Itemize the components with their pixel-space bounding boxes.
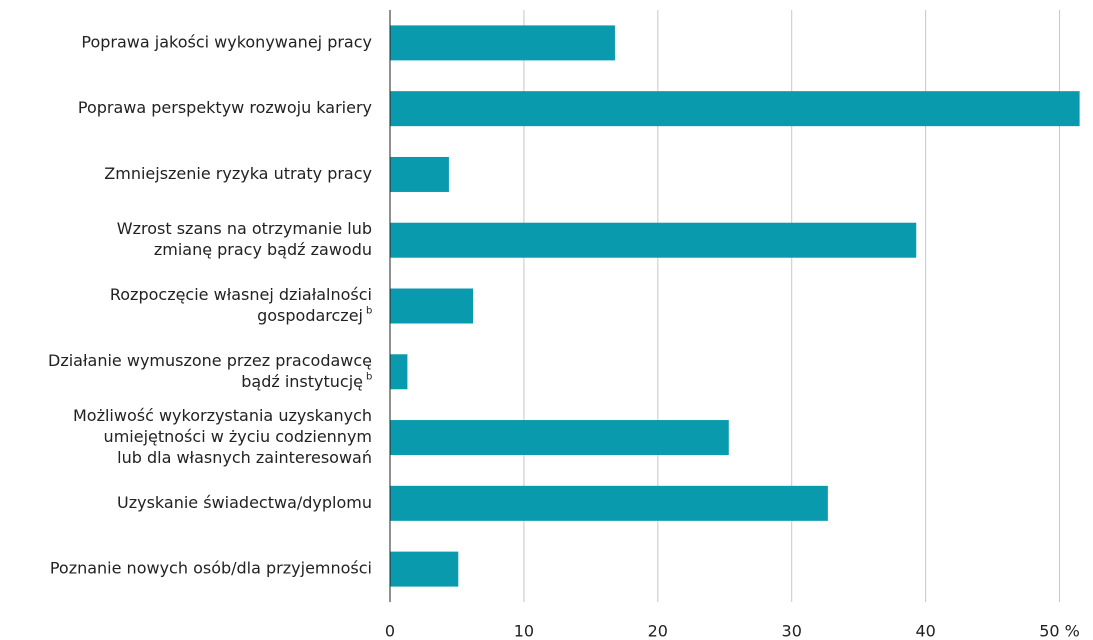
category-label: Poprawa perspektyw rozwoju kariery <box>78 98 372 117</box>
category-note: b <box>366 371 372 382</box>
category-label: Poznanie nowych osób/dla przyjemności <box>50 559 372 578</box>
category-label: Uzyskanie świadectwa/dyplomu <box>117 493 372 512</box>
category-label: umiejętności w życiu codziennym <box>104 427 372 446</box>
category-label: Wzrost szans na otrzymanie lub <box>117 219 372 238</box>
bar <box>390 485 828 521</box>
bar <box>390 288 474 324</box>
x-tick-label: 50 % <box>1039 622 1080 640</box>
category-note: b <box>366 306 372 317</box>
bar <box>390 420 729 456</box>
category-label: zmianę pracy bądź zawodu <box>154 240 372 259</box>
category-label: bądź instytucję <box>241 372 363 391</box>
x-tick-label: 0 <box>385 622 395 640</box>
category-label: Poprawa jakości wykonywanej pracy <box>81 32 372 51</box>
category-label: Działanie wymuszone przez pracodawcę <box>48 351 372 370</box>
category-label: Zmniejszenie ryzyka utraty pracy <box>104 164 372 183</box>
bar <box>390 354 408 390</box>
bar <box>390 156 449 192</box>
x-tick-label: 20 <box>648 622 668 640</box>
x-tick-label: 10 <box>514 622 534 640</box>
bar <box>390 25 615 61</box>
category-label: gospodarczej <box>257 306 363 325</box>
x-tick-label: 30 <box>782 622 802 640</box>
x-tick-label: 40 <box>915 622 935 640</box>
category-label: Możliwość wykorzystania uzyskanych <box>73 406 372 425</box>
bar <box>390 222 917 258</box>
bar <box>390 551 459 587</box>
category-label: Rozpoczęcie własnej działalności <box>110 285 372 304</box>
bar <box>390 91 1080 127</box>
category-label: lub dla własnych zainteresowań <box>117 448 372 467</box>
